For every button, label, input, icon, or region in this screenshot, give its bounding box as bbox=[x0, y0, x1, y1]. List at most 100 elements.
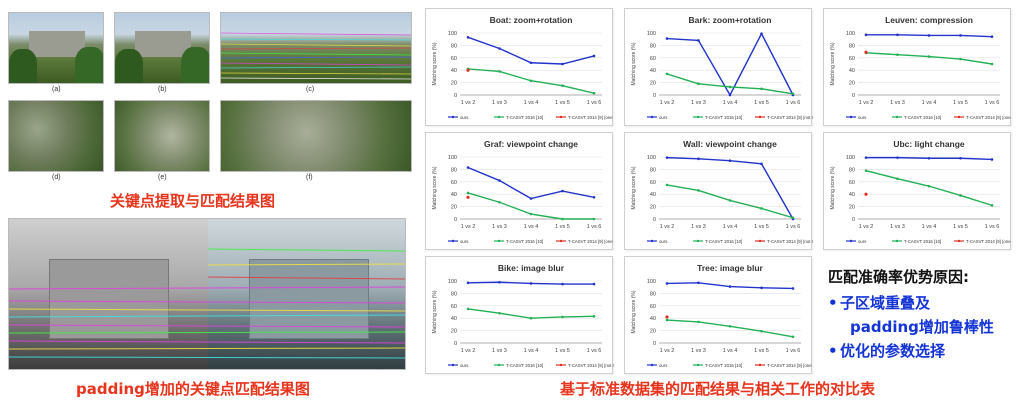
data-point bbox=[728, 85, 732, 89]
data-point bbox=[665, 72, 669, 76]
y-tick-label: 100 bbox=[448, 279, 457, 285]
x-tick-label: 1 vs 2 bbox=[660, 348, 675, 354]
data-point bbox=[791, 335, 795, 339]
x-tick-label: 1 vs 3 bbox=[492, 224, 507, 230]
y-axis-label: Matching score (%) bbox=[631, 42, 637, 85]
data-point bbox=[760, 207, 763, 210]
legend-label: T-CASVT 2014 [9] (one point) bbox=[966, 239, 1012, 244]
legend-marker bbox=[696, 239, 700, 243]
y-tick-label: 100 bbox=[647, 155, 656, 161]
y-axis-label: Matching score (%) bbox=[432, 166, 438, 209]
y-tick-label: 40 bbox=[650, 68, 656, 74]
x-tick-label: 1 vs 6 bbox=[985, 100, 1000, 106]
data-point bbox=[529, 212, 533, 216]
match-lines-c bbox=[221, 32, 411, 80]
comparison-caption: 基于标准数据集的匹配结果与相关工作的对比表 bbox=[560, 380, 876, 398]
y-tick-label: 100 bbox=[846, 31, 855, 37]
x-tick-label: 1 vs 6 bbox=[985, 224, 1000, 230]
y-tick-label: 80 bbox=[650, 167, 656, 173]
data-point bbox=[927, 55, 931, 58]
y-axis-label: Matching score (%) bbox=[631, 290, 637, 333]
data-point bbox=[697, 189, 700, 192]
sublabel-f: (f) bbox=[306, 174, 313, 181]
data-point bbox=[760, 87, 763, 91]
data-point bbox=[896, 156, 899, 159]
legend-label: T-CASVT 2016 [10] bbox=[705, 363, 742, 368]
x-tick-label: 1 vs 2 bbox=[660, 224, 675, 230]
chart-bark: Bark: zoom+rotation 0 20 40 60 80 100 Matching … bbox=[624, 8, 813, 126]
x-tick-label: 1 vs 6 bbox=[587, 100, 602, 106]
y-tick-label: 100 bbox=[448, 31, 457, 37]
data-point bbox=[665, 37, 669, 40]
chart-graf: Graf: viewpoint change 0 20 40 60 80 100 Matchi… bbox=[425, 132, 614, 250]
data-point bbox=[990, 62, 994, 66]
data-point bbox=[697, 157, 700, 161]
x-tick-label: 1 vs 5 bbox=[953, 100, 968, 106]
legend-marker bbox=[758, 115, 762, 119]
y-tick-label: 40 bbox=[650, 316, 656, 322]
data-point bbox=[561, 62, 564, 66]
y-tick-label: 0 bbox=[454, 341, 457, 347]
legend-marker bbox=[696, 115, 700, 119]
x-tick-label: 1 vs 2 bbox=[859, 100, 874, 106]
data-point bbox=[592, 315, 596, 318]
sublabel-c: (c) bbox=[306, 86, 315, 93]
y-tick-label: 80 bbox=[451, 167, 457, 173]
y-tick-label: 40 bbox=[451, 68, 457, 74]
y-tick-label: 0 bbox=[852, 93, 855, 99]
x-tick-label: 1 vs 5 bbox=[555, 224, 570, 230]
y-tick-label: 80 bbox=[650, 291, 656, 297]
series-line-1 bbox=[865, 169, 993, 207]
data-point bbox=[927, 184, 931, 188]
data-point bbox=[728, 324, 732, 328]
x-tick-label: 1 vs 4 bbox=[723, 348, 738, 354]
series-line-1 bbox=[666, 73, 794, 95]
data-point bbox=[728, 159, 732, 163]
y-tick-label: 0 bbox=[653, 217, 656, 223]
notes-item-1: • 子区域重叠及 bbox=[828, 291, 1024, 315]
data-point bbox=[561, 282, 564, 286]
chart-title: Graf: viewpoint change bbox=[484, 139, 578, 149]
chart-title: Boat: zoom+rotation bbox=[490, 15, 573, 25]
y-axis-label: Matching score (%) bbox=[432, 290, 438, 333]
y-tick-label: 20 bbox=[451, 205, 457, 211]
x-tick-label: 1 vs 4 bbox=[922, 100, 937, 106]
chart-leuven: Leuven: compression 0 20 40 60 80 100 Matching … bbox=[823, 8, 1012, 126]
data-point bbox=[561, 84, 564, 87]
y-tick-label: 60 bbox=[650, 304, 656, 310]
data-point bbox=[561, 315, 564, 319]
data-point bbox=[791, 287, 795, 290]
legend-label: ours bbox=[858, 239, 866, 244]
data-point bbox=[529, 197, 533, 200]
data-point bbox=[927, 34, 931, 37]
y-tick-label: 0 bbox=[454, 217, 457, 223]
x-tick-label: 1 vs 2 bbox=[461, 100, 476, 106]
y-tick-label: 60 bbox=[650, 180, 656, 186]
series-line-1 bbox=[865, 52, 993, 65]
data-point bbox=[864, 156, 868, 159]
y-tick-label: 0 bbox=[454, 93, 457, 99]
keypoint-caption: 关键点提取与匹配结果图 bbox=[110, 192, 276, 210]
legend-label: ours bbox=[659, 239, 667, 244]
data-point bbox=[529, 282, 533, 285]
padding-match-photo bbox=[8, 218, 406, 370]
legend-marker bbox=[650, 363, 654, 367]
legend-label: T-CASVT 2016 [10] bbox=[506, 239, 543, 244]
x-tick-label: 1 vs 5 bbox=[555, 100, 570, 106]
legend-marker bbox=[650, 239, 654, 243]
data-point bbox=[665, 282, 669, 285]
photo-f bbox=[220, 100, 412, 172]
y-tick-label: 80 bbox=[849, 43, 855, 49]
y-tick-label: 20 bbox=[451, 81, 457, 87]
keypoint-figure: (a) (b) (c) (d) (e) (f) 关键点提取与匹 bbox=[0, 0, 420, 406]
bullet-icon: • bbox=[828, 294, 838, 312]
legend-label: T-CASVT 2016 [10] bbox=[705, 239, 742, 244]
notes-item-3: • 优化的参数选择 bbox=[828, 339, 1024, 363]
y-axis-label: Matching score (%) bbox=[432, 42, 438, 85]
chart-tree: Tree: image blur 0 20 40 60 80 100 Matching sco… bbox=[624, 256, 813, 374]
data-point bbox=[959, 156, 962, 160]
legend-marker bbox=[758, 239, 762, 243]
data-point bbox=[728, 199, 732, 202]
y-tick-label: 20 bbox=[650, 329, 656, 335]
data-point bbox=[896, 177, 899, 180]
